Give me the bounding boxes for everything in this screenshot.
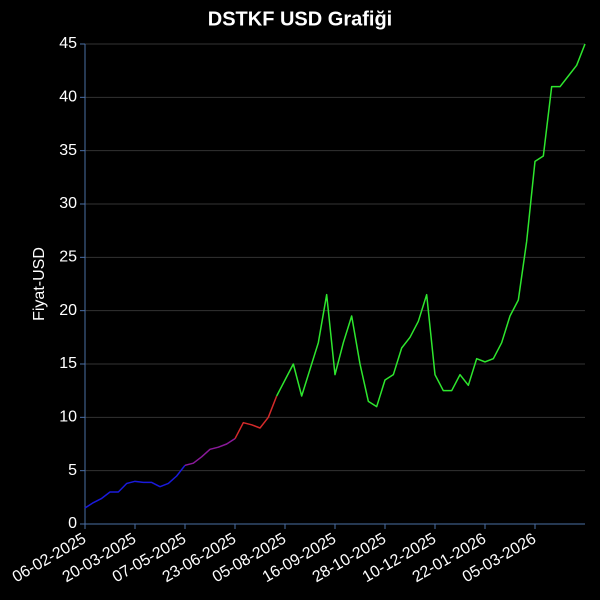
y-tick-label: 5 [68,462,77,479]
line-series [276,43,586,408]
y-tick-label: 35 [59,142,77,159]
chart-title: DSTKF USD Grafiği [208,8,392,30]
y-tick-label: 30 [59,195,77,212]
y-axis-label: Fiyat-USD [31,247,48,321]
line-series [184,438,236,467]
y-tick-label: 0 [68,515,77,532]
line-series [234,395,278,440]
y-tick-label: 10 [59,409,77,426]
line-series [84,464,186,509]
y-tick-label: 15 [59,355,77,372]
y-tick-label: 20 [59,302,77,319]
y-tick-label: 40 [59,89,77,106]
y-tick-label: 45 [59,35,77,52]
y-tick-label: 25 [59,249,77,266]
